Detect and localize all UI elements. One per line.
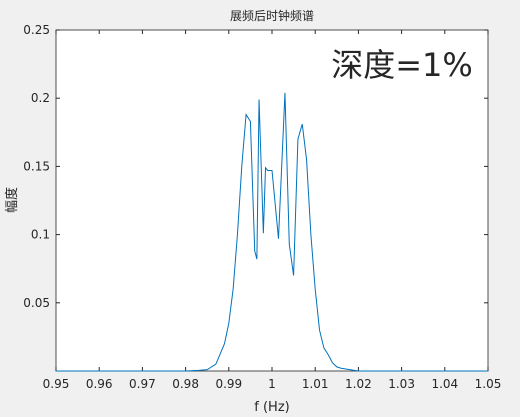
x-axis-label: f (Hz)	[254, 400, 289, 415]
x-tick-label: 1	[268, 377, 276, 391]
x-tick-label: 0.95	[43, 377, 70, 391]
x-tick-label: 1.03	[388, 377, 415, 391]
annotation: 深度=1%	[331, 46, 473, 84]
x-tick-label: 0.98	[172, 377, 199, 391]
plot-area	[55, 29, 489, 372]
x-tick-label: 1.04	[431, 377, 458, 391]
y-axis-label: 幅度	[4, 187, 20, 213]
y-tick-label: 0.15	[23, 159, 50, 173]
x-tick-label: 1.05	[475, 377, 502, 391]
x-tick-label: 0.97	[129, 377, 156, 391]
y-tick-label: 0.1	[31, 228, 50, 242]
x-tick-label: 0.99	[215, 377, 242, 391]
y-tick-label: 0.2	[31, 91, 50, 105]
y-tick-label: 0.25	[23, 23, 50, 37]
y-tick-label: 0.05	[23, 296, 50, 310]
line	[56, 92, 488, 372]
x-tick-label: 1.02	[345, 377, 372, 391]
x-tick-label: 1.01	[302, 377, 329, 391]
x-tick-label: 0.96	[86, 377, 113, 391]
chart-title: 展频后时钟频谱	[230, 8, 314, 23]
